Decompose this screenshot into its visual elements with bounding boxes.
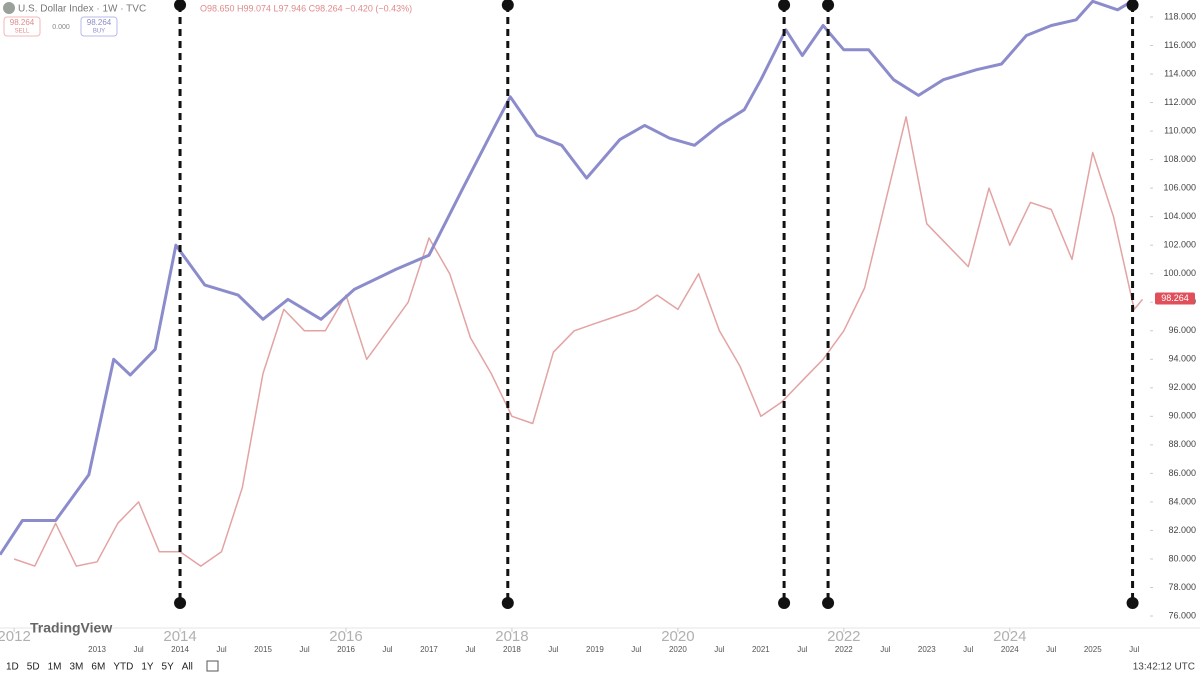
y-tick-label: 118.000 <box>1164 11 1196 21</box>
series-line <box>0 0 1135 556</box>
buy-label: BUY <box>93 29 105 35</box>
range-button[interactable]: 6M <box>91 662 105 673</box>
x-tick-label: 2014 <box>171 645 189 654</box>
marker-dot <box>778 597 791 609</box>
x-tick-label: Jul <box>880 645 890 654</box>
y-tick-label: 94.000 <box>1168 354 1196 364</box>
marker-dot <box>501 0 514 11</box>
marker-dot <box>1126 597 1139 609</box>
marker-dot <box>822 597 835 609</box>
marker-dot <box>174 597 187 609</box>
ohlc: O98.650 H99.074 L97.946 C98.264 −0.420 (… <box>200 3 412 13</box>
x-tick-label: Jul <box>133 645 143 654</box>
y-tick-label: 106.000 <box>1163 183 1196 193</box>
y-tick-label: 116.000 <box>1164 40 1196 50</box>
marker-dot <box>778 0 791 11</box>
x-tick-label: Jul <box>299 645 309 654</box>
x-tick-label: 2019 <box>586 645 604 654</box>
range-button[interactable]: 5Y <box>162 662 175 673</box>
x-tick-label: 2025 <box>1084 645 1102 654</box>
y-tick-label: 78.000 <box>1168 582 1196 592</box>
x-tick-label: 2017 <box>420 645 438 654</box>
x-tick-label: Jul <box>963 645 973 654</box>
x-tick-label: Jul <box>797 645 807 654</box>
x-tick-label: 2022 <box>835 645 853 654</box>
range-button[interactable]: All <box>182 662 193 673</box>
sell-price: 98.264 <box>10 18 35 27</box>
x-tick-label: 2021 <box>752 645 770 654</box>
price-tag-label: 98.264 <box>1161 293 1189 303</box>
y-tick-label: 108.000 <box>1163 154 1196 164</box>
marker-dot <box>822 0 835 11</box>
y-tick-label: 114.000 <box>1164 68 1196 78</box>
y-tick-label: 112.000 <box>1164 97 1196 107</box>
x-major-label: 2020 <box>661 628 694 645</box>
y-tick-label: 84.000 <box>1168 496 1196 506</box>
y-tick-label: 96.000 <box>1168 325 1196 335</box>
y-tick-label: 88.000 <box>1168 439 1196 449</box>
x-tick-label: Jul <box>714 645 724 654</box>
range-button[interactable]: 1Y <box>141 662 154 673</box>
marker-dot <box>174 0 187 11</box>
buy-button[interactable] <box>80 16 118 37</box>
sell-label: SELL <box>15 29 30 35</box>
date-range-icon[interactable] <box>206 660 219 672</box>
y-tick-label: 110.000 <box>1164 125 1196 135</box>
range-button[interactable]: YTD <box>113 662 133 673</box>
x-major-label: 2022 <box>827 628 860 645</box>
x-tick-label: Jul <box>465 645 475 654</box>
series-line <box>13 116 1144 567</box>
chart-title: U.S. Dollar Index · 1W · TVC <box>18 4 146 15</box>
x-tick-label: Jul <box>216 645 226 654</box>
y-tick-label: 82.000 <box>1168 525 1196 535</box>
y-tick-label: 104.000 <box>1163 211 1196 221</box>
y-tick-label: 102.000 <box>1163 240 1196 250</box>
x-tick-label: 2013 <box>88 645 106 654</box>
marker-dot <box>501 597 514 609</box>
range-button[interactable]: 1M <box>48 662 62 673</box>
buy-price: 98.264 <box>87 18 112 27</box>
range-button[interactable]: 5D <box>27 662 40 673</box>
x-tick-label: 2024 <box>1001 645 1019 654</box>
y-tick-label: 92.000 <box>1168 382 1196 392</box>
x-major-label: 2018 <box>495 628 528 645</box>
y-tick-label: 90.000 <box>1168 411 1196 421</box>
x-tick-label: Jul <box>382 645 392 654</box>
y-tick-label: 100.000 <box>1163 268 1196 278</box>
x-tick-label: 2016 <box>337 645 355 654</box>
x-tick-label: Jul <box>1046 645 1056 654</box>
spread: 0.000 <box>52 24 70 31</box>
price-tag <box>1155 292 1195 305</box>
x-tick-label: 2023 <box>918 645 936 654</box>
x-major-label: 2014 <box>163 628 196 645</box>
x-tick-label: Jul <box>548 645 558 654</box>
clock: 13:42:12 UTC <box>1133 662 1195 673</box>
x-tick-label: Jul <box>631 645 641 654</box>
x-major-label: 2024 <box>993 628 1026 645</box>
y-tick-label: 86.000 <box>1168 468 1196 478</box>
x-tick-label: 2018 <box>503 645 521 654</box>
y-tick-label: 80.000 <box>1168 553 1196 563</box>
x-major-label: 2012 <box>0 628 31 645</box>
sell-button[interactable] <box>3 16 41 37</box>
x-tick-label: Jul <box>1129 645 1139 654</box>
brand: TradingView <box>30 620 112 636</box>
x-major-label: 2016 <box>329 628 362 645</box>
range-button[interactable]: 3M <box>70 662 84 673</box>
range-button[interactable]: 1D <box>6 662 19 673</box>
y-tick-label: 76.000 <box>1168 610 1196 620</box>
x-tick-label: 2020 <box>669 645 687 654</box>
x-tick-label: 2015 <box>254 645 272 654</box>
marker-dot <box>1126 0 1139 11</box>
symbol-icon <box>3 2 15 14</box>
